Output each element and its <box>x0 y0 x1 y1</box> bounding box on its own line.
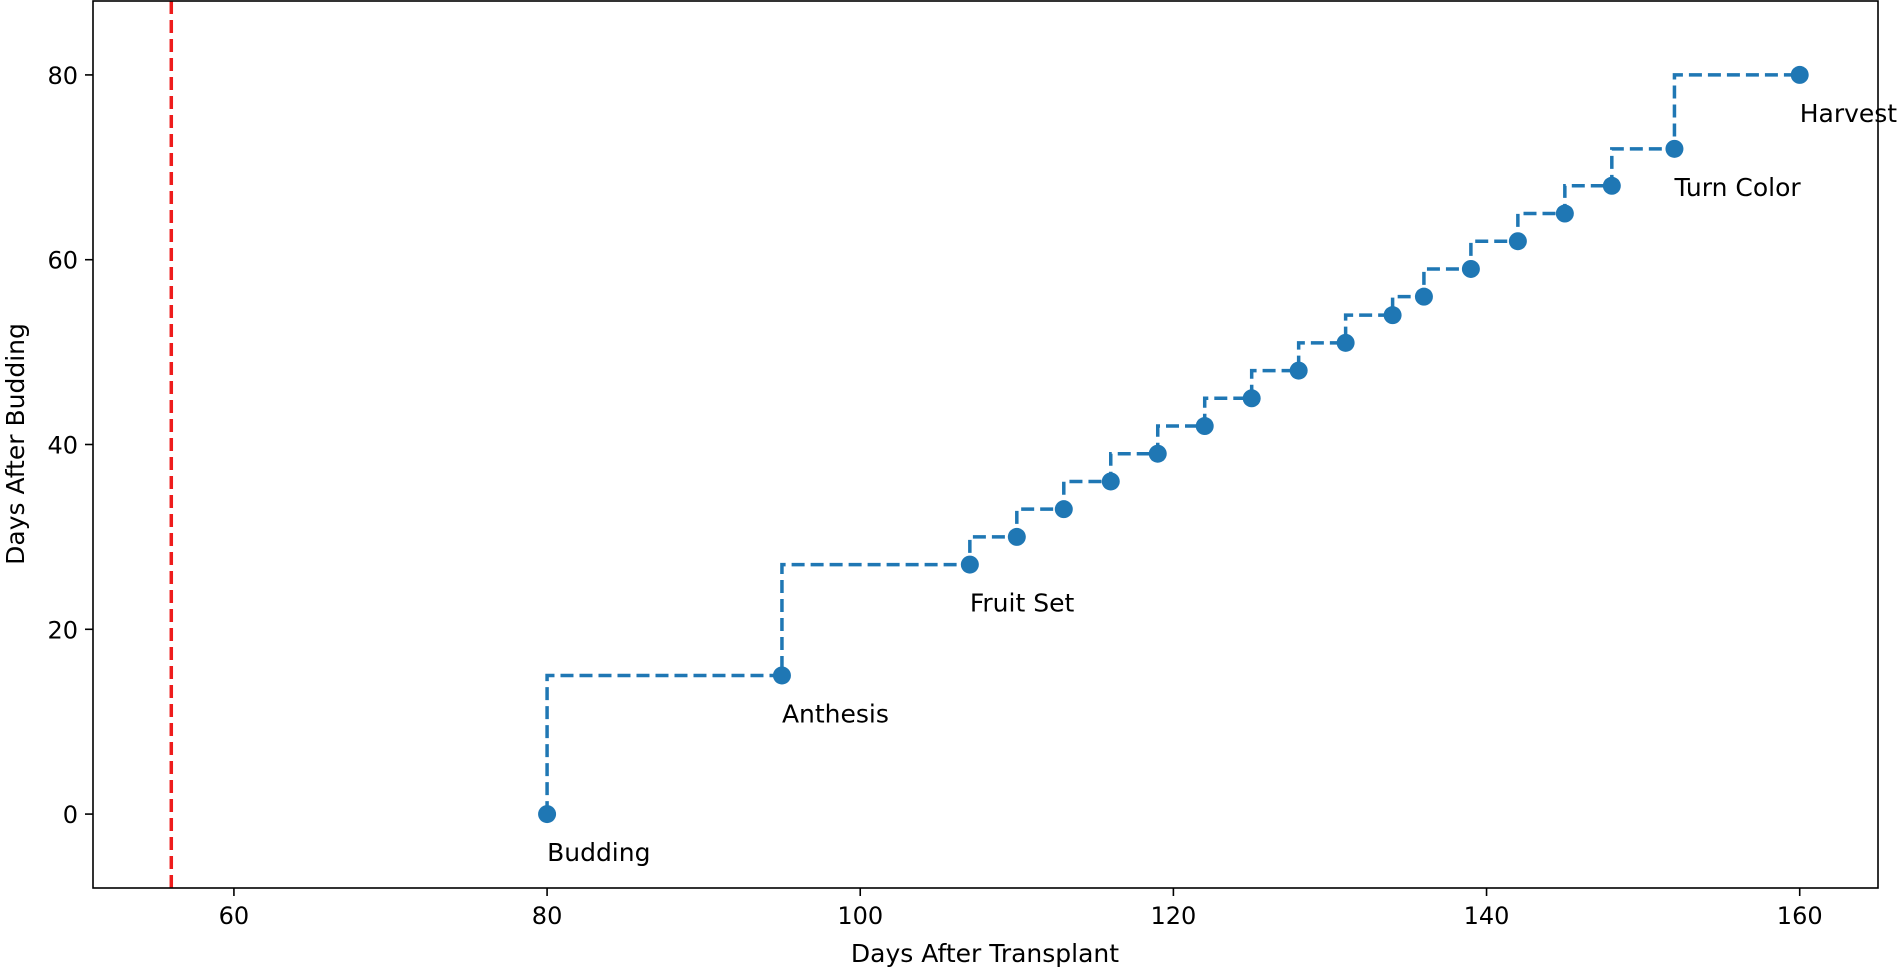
data-point <box>1336 333 1355 352</box>
x-axis: 60 80 100 120 140 160 <box>219 888 1823 930</box>
data-point <box>1790 65 1809 84</box>
data-point <box>1508 232 1527 251</box>
x-tick-label: 100 <box>837 902 883 930</box>
data-point <box>1461 259 1480 278</box>
y-tick-label: 20 <box>47 616 78 644</box>
data-point <box>1054 500 1073 519</box>
data-point <box>1242 389 1261 408</box>
y-axis: 0 20 40 60 80 <box>47 62 93 829</box>
annotation-label: Fruit Set <box>970 589 1075 618</box>
annotation-label: Budding <box>547 838 650 867</box>
annotation-label: Harvest <box>1800 99 1898 128</box>
y-tick-label: 40 <box>47 432 78 460</box>
y-tick-label: 80 <box>47 62 78 90</box>
y-axis-label: Days After Budding <box>1 323 30 565</box>
x-tick-label: 80 <box>532 902 563 930</box>
data-point <box>1007 527 1026 546</box>
data-point <box>1148 444 1167 463</box>
data-layer <box>169 1 1809 888</box>
plot-area <box>93 1 1878 888</box>
x-tick-label: 120 <box>1150 902 1196 930</box>
data-point <box>1555 204 1574 223</box>
data-point <box>1414 287 1433 306</box>
data-point <box>1101 472 1120 491</box>
y-tick-label: 60 <box>47 247 78 275</box>
annotation-layer: Budding Anthesis Fruit Set Turn Color Harves… <box>547 99 1897 867</box>
annotation-label: Turn Color <box>1673 173 1801 202</box>
y-tick-label: 0 <box>63 801 78 829</box>
data-point <box>1665 139 1684 158</box>
data-point <box>1195 417 1214 436</box>
data-point <box>1602 176 1621 195</box>
data-point <box>538 805 557 824</box>
x-tick-label: 60 <box>219 902 250 930</box>
data-point <box>772 666 791 685</box>
data-point <box>1383 306 1402 325</box>
x-tick-label: 140 <box>1464 902 1510 930</box>
annotation-label: Anthesis <box>782 699 889 728</box>
x-tick-label: 160 <box>1777 902 1823 930</box>
data-point <box>960 555 979 574</box>
x-axis-label: Days After Transplant <box>851 939 1119 968</box>
data-point <box>1289 361 1308 380</box>
